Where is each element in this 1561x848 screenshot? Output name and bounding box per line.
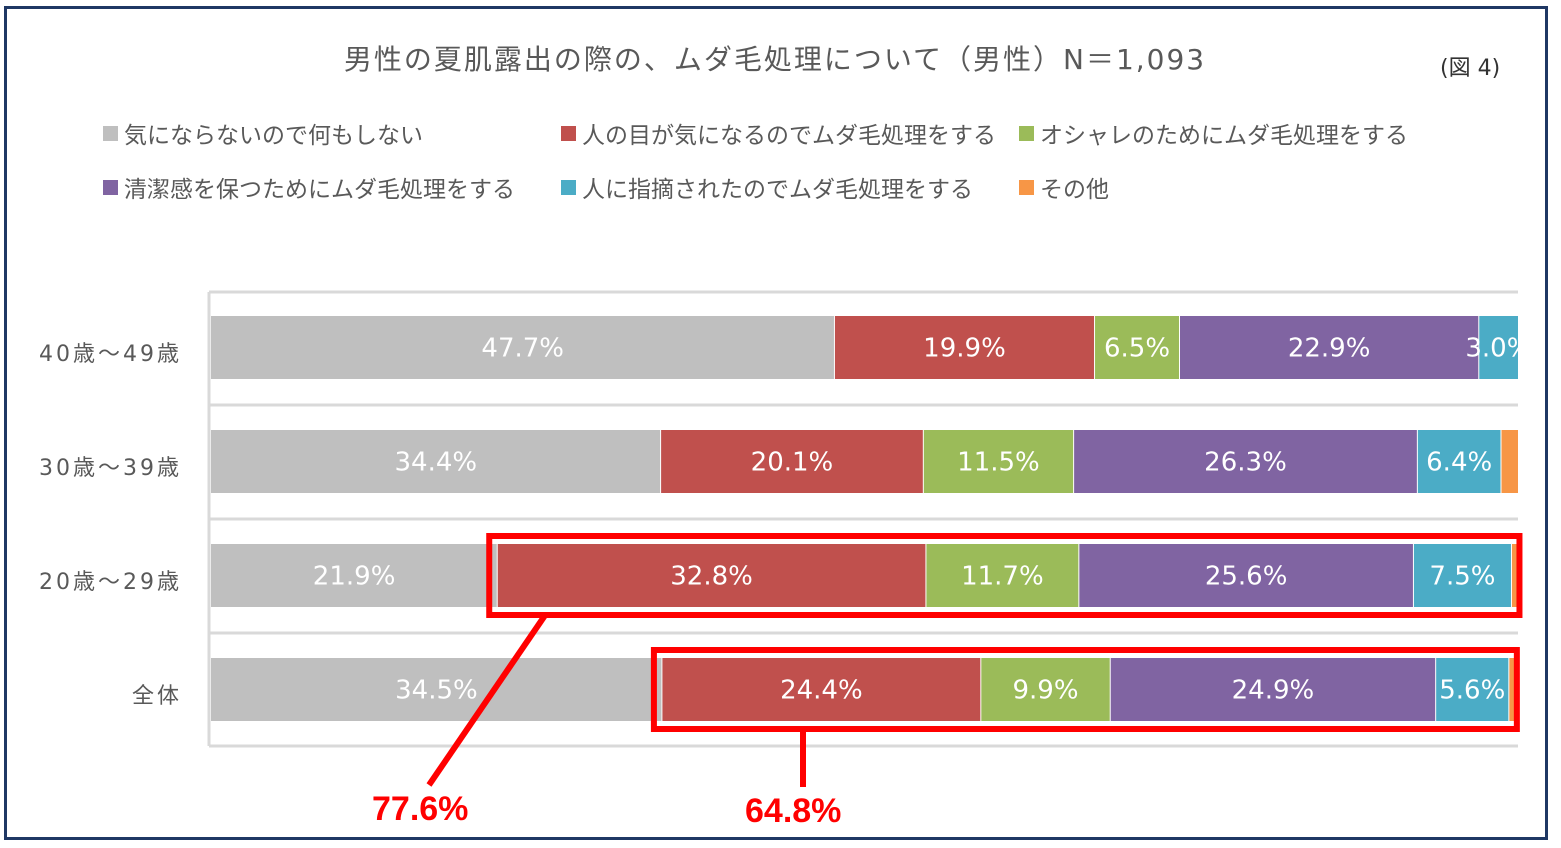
callout-overall-total: 64.8% [745, 792, 842, 830]
figure-label: (図 4) [1440, 56, 1501, 81]
legend-label: オシャレのためにムダ毛処理をする [1040, 123, 1408, 149]
chart-title: 男性の夏肌露出の際の、ムダ毛処理について（男性）N＝1,093 [343, 43, 1207, 76]
data-label: 7.5% [1429, 562, 1495, 592]
data-label: 9.9% [1012, 676, 1078, 706]
legend-item-pointed-out: 人に指摘されたのでムダ毛処理をする [561, 170, 973, 204]
data-label: 21.9% [313, 562, 396, 592]
bar-segment [923, 430, 1074, 493]
bar-segment [1073, 430, 1418, 493]
bar-segment [211, 544, 498, 607]
callout-20s-total: 77.6% [372, 790, 469, 828]
bar-segment [1435, 658, 1509, 721]
data-label: 34.4% [394, 448, 477, 478]
data-label: 32.8% [670, 562, 753, 592]
data-label: 5.6% [1439, 676, 1505, 706]
data-label: 6.5% [1104, 334, 1170, 364]
legend-label: 清潔感を保つためにムダ毛処理をする [124, 177, 515, 203]
bar-segment [1078, 544, 1414, 607]
bar-segment [1417, 430, 1502, 493]
legend-swatch [561, 179, 576, 195]
bar-segment [1508, 658, 1518, 721]
bar-segment [211, 658, 662, 721]
bar-segment [1179, 316, 1479, 379]
legend-label: 人に指摘されたのでムダ毛処理をする [582, 177, 973, 203]
category-label: 30歳～39歳 [39, 456, 182, 481]
bar-segment [925, 544, 1079, 607]
data-label: 6.4% [1426, 448, 1492, 478]
legend-item-cleanliness: 清潔感を保つためにムダ毛処理をする [103, 170, 515, 204]
legend-label: その他 [1040, 177, 1109, 203]
legend-swatch [103, 179, 118, 195]
bar-segment [1511, 544, 1518, 607]
data-label: 47.7% [481, 334, 564, 364]
bar-segment [834, 316, 1095, 379]
highlight-box [650, 647, 1520, 732]
bar-segment [1413, 544, 1512, 607]
legend-item-fashion: オシャレのためにムダ毛処理をする [1019, 116, 1408, 150]
data-label: 11.7% [961, 562, 1044, 592]
data-label: 22.9% [1288, 334, 1371, 364]
data-label: 11.5% [957, 448, 1040, 478]
category-label: 20歳～29歳 [39, 570, 182, 595]
legend-item-others-eyes: 人の目が気になるのでムダ毛処理をする [561, 116, 996, 150]
leader-line [426, 613, 548, 787]
data-label: 26.3% [1204, 448, 1287, 478]
bar-segment [1110, 658, 1436, 721]
data-label: 25.6% [1205, 562, 1288, 592]
legend-label: 気にならないので何もしない [124, 123, 423, 149]
category-label: 全体 [131, 684, 182, 709]
data-label: 24.4% [780, 676, 863, 706]
legend-label: 人の目が気になるのでムダ毛処理をする [582, 123, 996, 149]
bar-segment [661, 658, 981, 721]
data-label: 19.9% [923, 334, 1006, 364]
bar-segment [1501, 430, 1518, 493]
bar-segment [211, 430, 661, 493]
data-label: 24.9% [1232, 676, 1315, 706]
category-label: 40歳～49歳 [39, 342, 182, 367]
data-label: 3.0% [1465, 334, 1531, 364]
bar-segment [660, 430, 924, 493]
legend-item-other: その他 [1019, 170, 1109, 204]
data-label: 34.5% [395, 676, 478, 706]
legend-swatch [1019, 125, 1034, 141]
bar-segment [497, 544, 926, 607]
legend-swatch [1019, 179, 1034, 195]
bar-segment [1094, 316, 1180, 379]
bar-segment [1478, 316, 1518, 379]
bar-segment [211, 316, 835, 379]
legend-swatch [103, 125, 118, 141]
legend-item-nothing: 気にならないので何もしない [103, 116, 423, 150]
legend-swatch [561, 125, 576, 141]
data-label: 20.1% [751, 448, 834, 478]
highlight-box [486, 533, 1523, 618]
bar-segment [980, 658, 1111, 721]
